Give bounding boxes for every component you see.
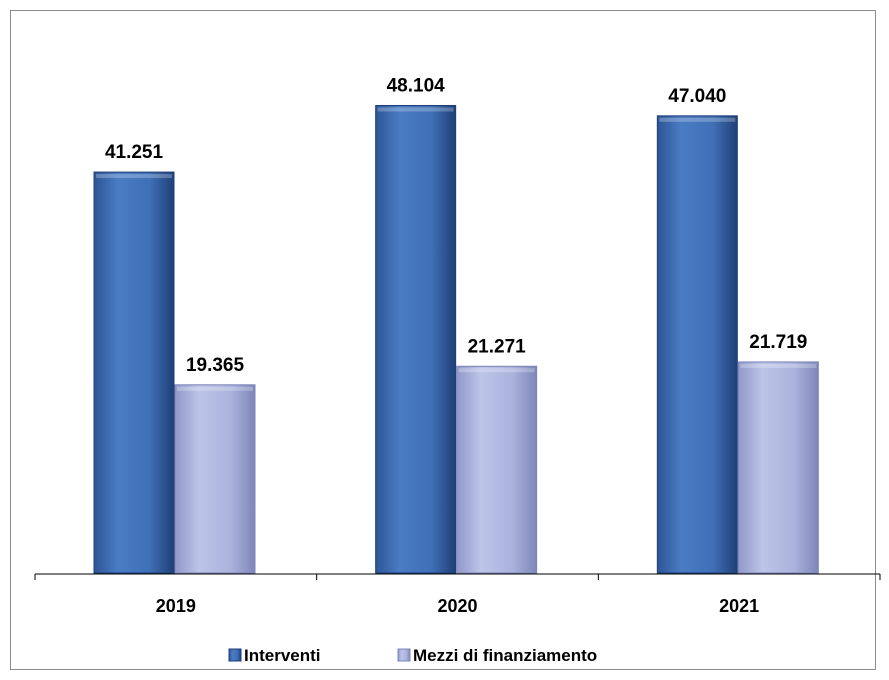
bar-mezzi-2021 — [737, 361, 819, 574]
bar-mezzi-2020 — [456, 365, 538, 574]
bar-highlight — [659, 117, 736, 122]
data-label-interventi-2021: 47.040 — [668, 86, 726, 107]
bar-highlight — [377, 107, 454, 112]
x-tick-label-2021: 2021 — [719, 596, 759, 616]
bar-highlight — [96, 174, 172, 179]
data-label-mezzi-2019: 19.365 — [186, 355, 245, 376]
bar-interventi-2020 — [375, 104, 457, 574]
data-label-mezzi-2021: 21.719 — [749, 332, 807, 353]
data-label-interventi-2019: 41.251 — [105, 142, 164, 163]
bar-highlight — [177, 386, 253, 391]
data-label-mezzi-2020: 21.271 — [468, 336, 527, 357]
legend-label-mezzi: Mezzi di finanziamento — [413, 646, 597, 665]
bar-interventi-2021 — [656, 115, 738, 574]
x-tick-label-2020: 2020 — [437, 596, 477, 616]
legend-label-interventi: Interventi — [244, 646, 321, 665]
legend-swatch-interventi — [228, 648, 242, 662]
x-tick-label-2019: 2019 — [156, 596, 196, 616]
bar-interventi-2019 — [93, 171, 175, 574]
bar-highlight — [740, 363, 817, 368]
bar-mezzi-2019 — [174, 384, 256, 574]
bar-highlight — [458, 368, 535, 373]
data-label-interventi-2020: 48.104 — [387, 75, 446, 96]
legend-swatch-mezzi — [397, 648, 411, 662]
